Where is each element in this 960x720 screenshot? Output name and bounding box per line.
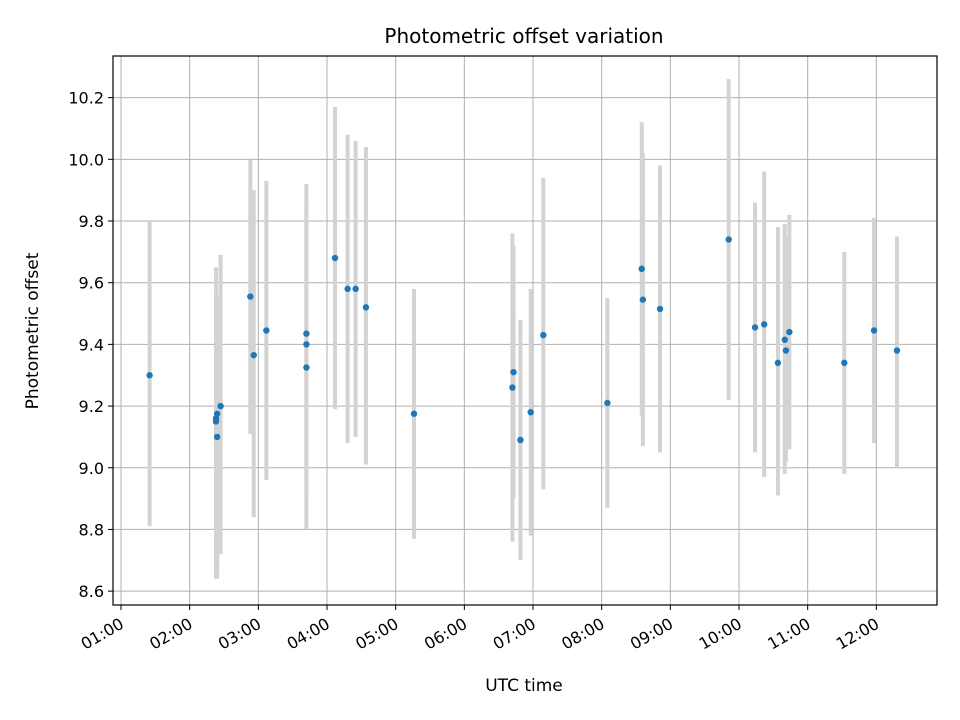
data-point xyxy=(774,359,782,367)
data-point xyxy=(213,433,221,441)
data-point xyxy=(250,351,257,359)
data-point xyxy=(725,236,732,243)
data-point xyxy=(344,285,351,293)
data-point xyxy=(751,324,759,331)
data-point xyxy=(540,331,547,339)
y-tick-label: 8.6 xyxy=(79,582,104,601)
data-point xyxy=(656,305,664,313)
y-tick-label: 9.0 xyxy=(79,459,104,478)
data-point xyxy=(510,368,517,376)
data-point xyxy=(362,304,370,311)
data-points xyxy=(146,236,901,444)
data-point xyxy=(639,296,647,303)
data-point xyxy=(352,285,359,293)
grid-lines xyxy=(113,56,937,605)
data-point xyxy=(331,254,339,262)
data-point xyxy=(760,321,768,328)
y-tick-label: 9.6 xyxy=(79,274,104,293)
data-point xyxy=(841,359,848,367)
data-point xyxy=(303,341,310,348)
data-point xyxy=(217,402,224,410)
data-point xyxy=(638,265,645,273)
chart-title: Photometric offset variation xyxy=(384,24,663,48)
data-point xyxy=(870,327,878,334)
y-axis-label: Photometric offset xyxy=(23,252,43,409)
y-tick-label: 9.8 xyxy=(79,212,104,231)
data-point xyxy=(781,336,788,343)
y-tick-label: 9.4 xyxy=(79,335,104,354)
data-point xyxy=(263,327,270,334)
y-tick-label: 9.2 xyxy=(79,397,104,416)
x-axis-label: UTC time xyxy=(485,676,563,696)
data-point xyxy=(786,328,793,336)
data-point xyxy=(410,410,418,417)
y-axis-ticks: 8.6 8.8 9.0 9.2 9.4 9.6 9.8 10.0 10.2 xyxy=(68,89,113,601)
data-point xyxy=(782,347,790,354)
data-point xyxy=(527,409,534,416)
y-tick-label: 10.0 xyxy=(68,150,104,169)
data-point xyxy=(146,372,153,379)
data-point xyxy=(893,347,901,354)
data-point xyxy=(604,399,611,407)
y-tick-label: 8.8 xyxy=(79,520,104,539)
plot-frame xyxy=(112,55,938,606)
data-point xyxy=(517,436,524,444)
data-point xyxy=(303,364,310,371)
y-tick-label: 10.2 xyxy=(68,89,104,108)
data-point xyxy=(303,330,310,337)
data-point xyxy=(213,410,221,417)
data-point xyxy=(247,293,254,300)
data-point xyxy=(509,384,516,391)
